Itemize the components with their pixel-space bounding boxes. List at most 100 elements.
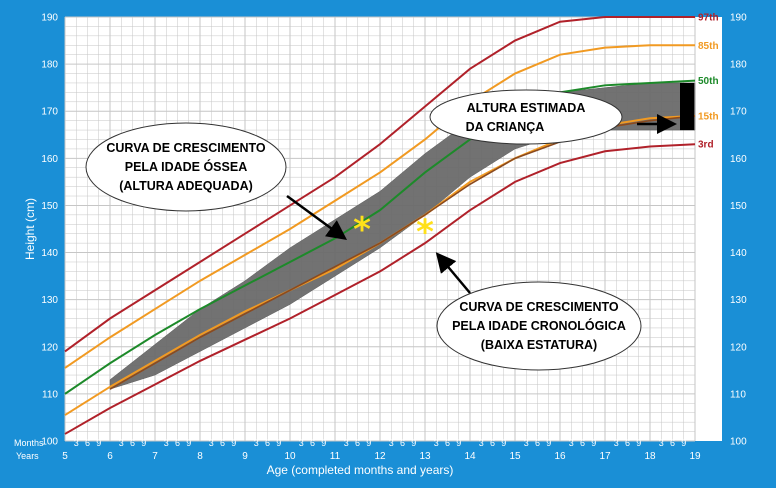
x-tick-month: 9 xyxy=(321,438,326,448)
x-tick-year: 5 xyxy=(62,451,68,462)
x-tick-year: 10 xyxy=(284,451,296,462)
x-tick-month: 3 xyxy=(614,438,619,448)
x-tick-month: 3 xyxy=(344,438,349,448)
bone-age-arrow xyxy=(286,194,348,240)
x-tick-month: 9 xyxy=(366,438,371,448)
x-tick-year: 12 xyxy=(374,451,386,462)
x-tick-year: 6 xyxy=(107,451,113,462)
x-tick-month: 9 xyxy=(591,438,596,448)
axes: 100 100 110 110 120 120 130 130 140 140 150 150 160 1… xyxy=(41,13,747,463)
y-tick-left: 170 xyxy=(41,107,58,118)
y-tick-left: 150 xyxy=(41,201,58,212)
y-tick-right: 140 xyxy=(730,248,747,259)
x-tick-month: 6 xyxy=(400,438,405,448)
x-tick-month: 9 xyxy=(186,438,191,448)
x-tick-month: 3 xyxy=(119,438,124,448)
x-tick-month: 3 xyxy=(299,438,304,448)
x-tick-month: 9 xyxy=(276,438,281,448)
x-axis-label: Age (completed months and years) xyxy=(267,463,454,477)
x-tick-year: 19 xyxy=(689,451,701,462)
x-tick-month: 9 xyxy=(411,438,416,448)
x-tick-month: 9 xyxy=(546,438,551,448)
callout-estimated-height: ALTURA ESTIMADA DA CRIANÇA xyxy=(429,89,623,145)
x-tick-month: 9 xyxy=(456,438,461,448)
x-tick-year: 17 xyxy=(599,451,611,462)
x-tick-year: 16 xyxy=(554,451,566,462)
line-97th xyxy=(64,16,695,353)
x-tick-year: 13 xyxy=(419,451,431,462)
callout-bone-age: CURVA DE CRESCIMENTO PELA IDADE ÓSSEA (A… xyxy=(85,122,287,212)
x-tick-year: 18 xyxy=(644,451,656,462)
x-tick-month: 3 xyxy=(569,438,574,448)
star-marker: * xyxy=(416,212,434,252)
x-tick-month: 3 xyxy=(164,438,169,448)
x-tick-year: 8 xyxy=(197,451,203,462)
x-tick-month: 3 xyxy=(479,438,484,448)
chrono-age-arrow xyxy=(435,252,471,294)
y-tick-left: 180 xyxy=(41,60,58,71)
months-row-label: Months xyxy=(14,438,44,448)
y-tick-left: 100 xyxy=(41,437,58,448)
y-tick-left: 190 xyxy=(41,13,58,24)
x-tick-month: 3 xyxy=(659,438,664,448)
callout-chrono-age-line2: PELA IDADE CRONOLÓGICA xyxy=(452,318,626,333)
callout-bone-age-line2: PELA IDADE ÓSSEA xyxy=(125,159,247,174)
annotations: * * xyxy=(286,82,694,294)
line-3rd xyxy=(64,143,696,435)
callout-chrono-age-line3: (BAIXA ESTATURA) xyxy=(481,338,597,352)
label-50th: 50th xyxy=(698,76,719,87)
label-15th: 15th xyxy=(698,111,719,122)
callout-chrono-age-line1: CURVA DE CRESCIMENTO xyxy=(459,300,619,314)
y-tick-right: 170 xyxy=(730,107,747,118)
x-tick-month: 9 xyxy=(501,438,506,448)
years-row-label: Years xyxy=(16,451,39,461)
y-tick-right: 150 xyxy=(730,201,747,212)
x-tick-year: 7 xyxy=(152,451,158,462)
y-tick-left: 120 xyxy=(41,342,58,353)
label-97th: 97th xyxy=(698,13,719,24)
x-tick-month: 6 xyxy=(175,438,180,448)
x-tick-month: 6 xyxy=(445,438,450,448)
x-tick-month: 3 xyxy=(389,438,394,448)
x-tick-month: 6 xyxy=(310,438,315,448)
x-tick-month: 6 xyxy=(355,438,360,448)
y-tick-left: 140 xyxy=(41,248,58,259)
y-tick-left: 130 xyxy=(41,295,58,306)
x-tick-month: 3 xyxy=(74,438,79,448)
x-tick-year: 14 xyxy=(464,451,476,462)
estimated-height-bar xyxy=(680,82,694,131)
x-tick-month: 3 xyxy=(434,438,439,448)
x-tick-month: 6 xyxy=(625,438,630,448)
x-tick-year: 15 xyxy=(509,451,521,462)
callout-bone-age-line3: (ALTURA ADEQUADA) xyxy=(119,179,253,193)
y-tick-right: 160 xyxy=(730,154,747,165)
x-tick-month: 3 xyxy=(209,438,214,448)
x-tick-month: 6 xyxy=(130,438,135,448)
bone-age-band xyxy=(109,82,696,390)
x-tick-month: 9 xyxy=(231,438,236,448)
x-tick-month: 6 xyxy=(490,438,495,448)
callout-estimated-line1: ALTURA ESTIMADA xyxy=(467,101,586,115)
x-tick-year: 9 xyxy=(242,451,248,462)
x-tick-month: 6 xyxy=(265,438,270,448)
x-tick-month: 6 xyxy=(580,438,585,448)
callout-estimated-line2: DA CRIANÇA xyxy=(466,120,545,134)
star-marker: * xyxy=(353,210,371,250)
y-tick-left: 160 xyxy=(41,154,58,165)
y-tick-right: 120 xyxy=(730,342,747,353)
x-tick-month: 9 xyxy=(681,438,686,448)
label-85th: 85th xyxy=(698,41,719,52)
y-tick-right: 130 xyxy=(730,295,747,306)
x-tick-year: 11 xyxy=(330,451,341,462)
y-tick-right: 100 xyxy=(730,437,747,448)
x-tick-month: 6 xyxy=(85,438,90,448)
line-85th xyxy=(64,44,695,369)
y-tick-right: 110 xyxy=(730,389,746,400)
x-tick-month: 6 xyxy=(535,438,540,448)
y-axis-label: Height (cm) xyxy=(23,198,37,260)
x-tick-month: 9 xyxy=(141,438,146,448)
y-tick-right: 190 xyxy=(730,13,747,24)
x-tick-month: 3 xyxy=(254,438,259,448)
